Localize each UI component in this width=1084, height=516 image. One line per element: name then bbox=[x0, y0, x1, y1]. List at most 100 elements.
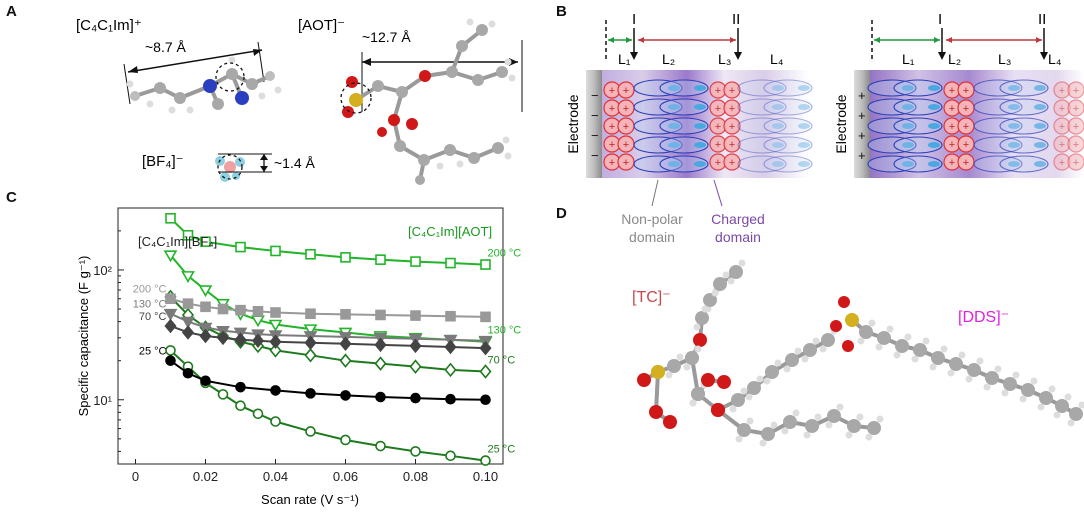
data-point bbox=[251, 333, 265, 348]
atom bbox=[747, 381, 761, 395]
data-point bbox=[163, 308, 178, 321]
atom bbox=[1039, 391, 1053, 405]
data-point bbox=[198, 322, 213, 335]
hydrogen-atom bbox=[1067, 419, 1075, 427]
data-point bbox=[409, 359, 422, 374]
right-electrode bbox=[854, 70, 870, 178]
nonpolar-chain bbox=[659, 117, 709, 135]
atom bbox=[637, 373, 651, 387]
cation-charge-sign: + bbox=[949, 85, 955, 97]
svg-text:L₂: L₂ bbox=[662, 51, 675, 67]
atom bbox=[717, 375, 731, 389]
polar-head bbox=[694, 142, 706, 148]
atom bbox=[1069, 407, 1083, 421]
data-point bbox=[182, 367, 194, 379]
hydrogen-atom bbox=[868, 319, 876, 327]
cation-charge-sign: + bbox=[729, 85, 735, 97]
charged-label-line2: domain bbox=[715, 229, 761, 245]
x-tick-label: 0 bbox=[132, 469, 139, 484]
series-1 bbox=[163, 250, 493, 349]
right-layer-labels: L₁ L₂ L₃ L₄ bbox=[902, 51, 1062, 67]
atom bbox=[967, 363, 981, 377]
hydrogen-atom bbox=[1064, 393, 1072, 401]
polar-head bbox=[1008, 85, 1020, 91]
atom bbox=[711, 403, 725, 417]
cation-tick-right bbox=[257, 41, 265, 83]
atom bbox=[805, 419, 819, 433]
atom bbox=[693, 333, 707, 347]
cation-charge-sign: + bbox=[623, 139, 629, 151]
svg-text:L₄: L₄ bbox=[770, 51, 784, 67]
data-point bbox=[270, 416, 281, 427]
charged-label-line1: Charged bbox=[711, 211, 765, 227]
hydrogen-atom bbox=[694, 345, 702, 353]
hydrogen-atom bbox=[794, 347, 802, 355]
panel-b-svg: B Electrode − − − − I II L₁ L₂ L₃ L₄ +++… bbox=[556, 3, 1084, 245]
svg-text:−: − bbox=[591, 88, 599, 103]
data-point bbox=[217, 303, 229, 315]
cation-ion bbox=[1067, 135, 1084, 153]
nonpolar-chain bbox=[867, 117, 917, 135]
series-layer bbox=[163, 212, 493, 466]
polar-head bbox=[694, 161, 706, 167]
cation-charge-sign: + bbox=[609, 157, 615, 169]
series-label: 25 °C bbox=[139, 346, 167, 358]
cation-charge-sign: + bbox=[949, 103, 955, 115]
data-point bbox=[410, 310, 421, 321]
data-point bbox=[304, 348, 317, 363]
legend-bf4: [C₄C₁Im][BF₄] bbox=[138, 234, 217, 249]
data-point bbox=[165, 293, 176, 305]
hydrogen-atom bbox=[763, 377, 771, 385]
cation-charge-sign: + bbox=[1073, 157, 1079, 169]
hydrogen-atom bbox=[1037, 403, 1045, 411]
nonpolar-chain bbox=[999, 79, 1049, 97]
data-point bbox=[200, 236, 211, 248]
atom bbox=[803, 343, 817, 357]
cation-ion bbox=[957, 81, 975, 99]
data-point bbox=[444, 362, 457, 378]
cation-charge-sign: + bbox=[1059, 121, 1065, 133]
polar-head bbox=[928, 85, 940, 91]
nonpolar-chain bbox=[659, 155, 709, 173]
data-point bbox=[165, 212, 176, 224]
polar-head bbox=[668, 142, 680, 148]
nonpolar-chain bbox=[893, 155, 943, 173]
cation-ion bbox=[617, 81, 635, 99]
left-electrode-signs: − − − − bbox=[591, 88, 599, 163]
atom bbox=[695, 311, 709, 325]
bf4-arrow-head-bottom bbox=[260, 166, 268, 172]
data-point bbox=[410, 256, 421, 267]
nonpolar-chain bbox=[867, 136, 917, 154]
atom bbox=[685, 351, 699, 365]
polar-head bbox=[928, 104, 940, 110]
data-point bbox=[269, 334, 282, 349]
cation-size-arrow bbox=[127, 49, 263, 73]
polar-head bbox=[1034, 85, 1046, 91]
panel-c: C 0 0.02 0.04 0.06 0.08 0.10 10¹ 10² 200 °C 130… bbox=[0, 186, 548, 516]
atom bbox=[1021, 383, 1035, 397]
data-point bbox=[165, 345, 176, 356]
dds-label: [DDS]⁻ bbox=[958, 309, 1009, 326]
polar-head bbox=[694, 85, 706, 91]
hydrogen-atom bbox=[876, 415, 884, 423]
cation-arrow-head-right bbox=[253, 49, 262, 56]
nonpolar-chain bbox=[973, 117, 1023, 135]
hydrogen-atom bbox=[792, 409, 800, 417]
hydrogen-atom bbox=[783, 365, 791, 373]
hydrogen-atom bbox=[886, 325, 894, 333]
oxygen-atom bbox=[842, 340, 854, 352]
data-point bbox=[163, 250, 178, 263]
panel-b-label: B bbox=[556, 3, 567, 20]
atom bbox=[985, 371, 999, 385]
series-4 bbox=[165, 293, 491, 323]
atom bbox=[649, 405, 663, 419]
tc-label: [TC]⁻ bbox=[632, 289, 671, 306]
nonpolar-chain bbox=[999, 98, 1049, 116]
x-tick-label: 0.02 bbox=[193, 469, 218, 484]
legend-aot: [C₄C₁Im][AOT] bbox=[408, 224, 492, 239]
svg-text:L₄: L₄ bbox=[1048, 51, 1062, 67]
cation-arrow-head-left bbox=[128, 66, 138, 73]
cation-ion bbox=[1067, 81, 1084, 99]
nonpolar-chain bbox=[867, 79, 917, 97]
cation-charge-sign: + bbox=[963, 85, 969, 97]
